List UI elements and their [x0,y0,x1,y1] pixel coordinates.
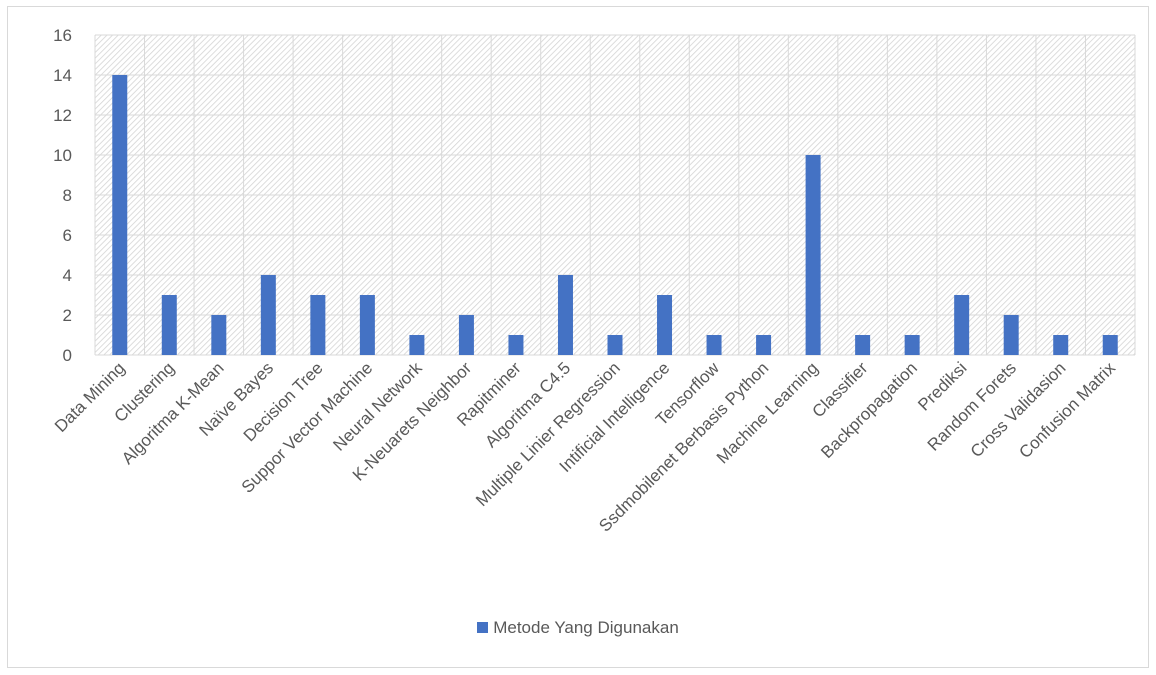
x-tick-label: Neural Network [329,358,426,455]
bar [706,335,722,355]
bar [508,335,524,355]
y-tick-label: 6 [63,226,72,245]
bar [904,335,920,355]
y-tick-label: 8 [63,186,72,205]
legend-swatch [477,622,489,633]
bars [112,75,1118,355]
y-axis-ticks: 0 2 4 6 8 10 12 14 16 [53,26,72,365]
bar [359,295,375,355]
y-tick-label: 14 [53,66,72,85]
bar [260,275,276,355]
y-tick-label: 4 [63,266,72,285]
x-tick-label: Data Mining [51,358,129,436]
bar [211,315,227,355]
bar [458,315,474,355]
bar [756,335,772,355]
bar [1003,315,1019,355]
y-tick-label: 0 [63,346,72,365]
bar [557,275,573,355]
bar [1102,335,1118,355]
bar [954,295,970,355]
gridlines [94,34,1136,356]
bar [112,75,128,355]
bar [1053,335,1069,355]
bar [161,295,177,355]
x-tick-label: Algoritma C4.5 [481,358,574,451]
bar [607,335,623,355]
y-tick-label: 12 [53,106,72,125]
bar [657,295,673,355]
y-tick-label: 2 [63,306,72,325]
legend: Metode Yang Digunakan [0,618,1156,638]
bar [409,335,425,355]
x-tick-label: Random Forets [924,358,1020,454]
y-tick-label: 10 [53,146,72,165]
legend-label: Metode Yang Digunakan [493,618,679,637]
bar [805,155,821,355]
bar [310,295,326,355]
y-tick-label: 16 [53,26,72,45]
bar [855,335,871,355]
